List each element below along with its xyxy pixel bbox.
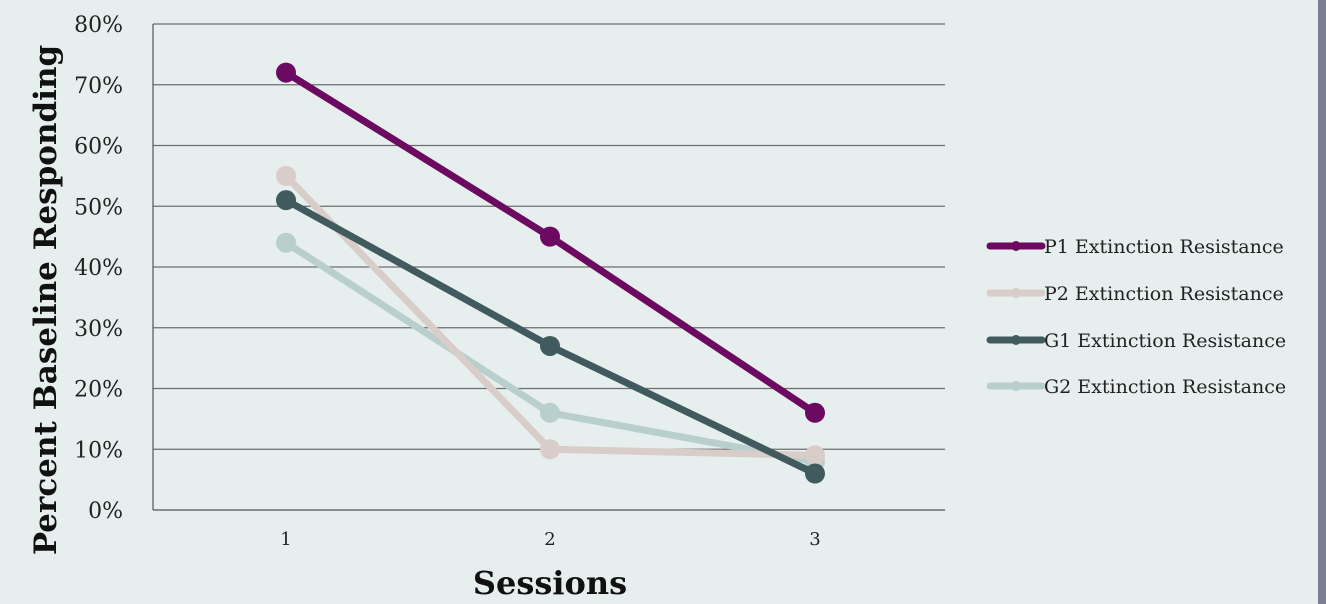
data-point xyxy=(276,165,296,186)
x-tick-label: 2 xyxy=(544,529,555,550)
y-axis-title: Percent Baseline Responding xyxy=(28,45,64,555)
y-tick-label: 80% xyxy=(74,13,123,38)
y-tick-label: 70% xyxy=(74,74,123,99)
gridlines xyxy=(152,23,945,511)
data-point xyxy=(276,190,296,211)
window-edge-bar xyxy=(1318,0,1326,604)
legend-label: P1 Extinction Resistance xyxy=(1044,236,1284,258)
data-point xyxy=(540,402,560,423)
data-point xyxy=(540,335,560,356)
data-point xyxy=(540,226,560,247)
x-tick-labels: 1 2 3 xyxy=(280,529,820,550)
y-tick-labels: 0% 10% 20% 30% 40% 50% 60% 70% 80% xyxy=(74,13,123,524)
legend-marker xyxy=(1011,288,1021,298)
data-point xyxy=(805,463,825,484)
legend: P1 Extinction Resistance P2 Extinction Re… xyxy=(986,236,1286,398)
y-tick-label: 60% xyxy=(74,135,123,160)
data-point xyxy=(805,402,825,423)
y-tick-label: 40% xyxy=(74,256,123,281)
y-tick-label: 0% xyxy=(88,499,123,524)
y-tick-label: 10% xyxy=(74,438,123,463)
series-lines xyxy=(276,62,825,484)
legend-marker xyxy=(1011,241,1021,251)
legend-label: G2 Extinction Resistance xyxy=(1044,376,1286,398)
x-tick-label: 3 xyxy=(809,529,820,550)
data-point xyxy=(540,439,560,460)
legend-marker xyxy=(1011,381,1021,391)
x-tick-label: 1 xyxy=(280,529,291,550)
legend-label: G1 Extinction Resistance xyxy=(1044,330,1286,352)
y-tick-label: 20% xyxy=(74,378,123,403)
legend-marker xyxy=(1011,335,1021,345)
x-axis-title: Sessions xyxy=(473,564,627,602)
data-point xyxy=(805,445,825,466)
data-point xyxy=(276,62,296,83)
y-tick-label: 30% xyxy=(74,317,123,342)
legend-label: P2 Extinction Resistance xyxy=(1044,283,1284,305)
y-tick-label: 50% xyxy=(74,195,123,220)
data-point xyxy=(276,232,296,253)
